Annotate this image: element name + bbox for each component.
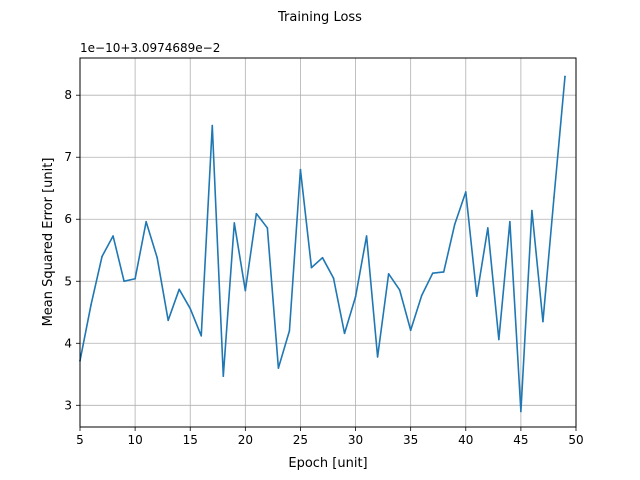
series-layer xyxy=(79,75,566,413)
loss-data-point xyxy=(299,168,302,171)
x-tick-label: 50 xyxy=(568,433,583,447)
y-tick-label: 4 xyxy=(64,336,72,350)
loss-data-point xyxy=(134,277,136,280)
x-tick-label: 10 xyxy=(127,433,142,447)
loss-data-point xyxy=(90,304,92,306)
loss-data-point xyxy=(487,227,489,229)
x-tick-label: 15 xyxy=(183,433,198,447)
loss-data-point xyxy=(531,209,533,212)
loss-data-point xyxy=(498,338,500,341)
loss-data-point xyxy=(277,367,280,369)
x-tick-label: 40 xyxy=(458,433,473,447)
loss-data-point xyxy=(409,329,412,332)
x-tick-label: 35 xyxy=(403,433,418,447)
x-tick-label: 5 xyxy=(76,433,84,447)
loss-data-point xyxy=(266,227,269,229)
loss-data-point xyxy=(222,375,225,377)
plot-frame xyxy=(79,57,577,428)
loss-data-point xyxy=(442,271,445,273)
loss-data-point xyxy=(343,332,346,335)
loss-data-point xyxy=(123,280,125,283)
loss-data-point xyxy=(156,256,158,259)
loss-data-point xyxy=(365,235,368,237)
loss-data-point xyxy=(244,289,247,292)
loss-data-point xyxy=(145,220,147,223)
loss-data-point xyxy=(542,320,544,323)
loss-data-point xyxy=(178,288,180,291)
loss-data-point xyxy=(398,289,401,291)
y-tick-label: 3 xyxy=(64,398,72,412)
loss-data-point xyxy=(112,235,114,237)
loss-data-point xyxy=(189,307,192,310)
loss-data-point xyxy=(211,124,214,127)
x-tick-label: 30 xyxy=(348,433,363,447)
loss-data-point xyxy=(233,222,236,224)
loss-data-point xyxy=(464,191,467,193)
loss-data-point xyxy=(101,255,103,258)
x-tick-label: 20 xyxy=(238,433,253,447)
loss-data-point xyxy=(453,223,456,226)
y-axis-label: Mean Squared Error [unit] xyxy=(41,158,56,327)
loss-data-point xyxy=(520,410,522,413)
y-tick-label: 7 xyxy=(64,150,72,164)
loss-data-point xyxy=(420,294,423,297)
loss-data-point xyxy=(509,220,511,223)
loss-data-point xyxy=(200,335,203,337)
y-tick-label: 5 xyxy=(64,274,72,288)
loss-data-point xyxy=(564,75,566,78)
loss-data-point xyxy=(321,256,324,259)
y-offset-text: 1e−10+3.0974689e−2 xyxy=(80,41,220,55)
loss-data-point xyxy=(354,295,357,298)
loss-data-point xyxy=(553,196,555,199)
chart-title: Training Loss xyxy=(277,10,362,25)
x-axis-label: Epoch [unit] xyxy=(288,456,367,471)
x-tick-label: 25 xyxy=(293,433,308,447)
loss-data-point xyxy=(255,212,258,215)
loss-data-point xyxy=(288,330,291,332)
loss-data-point xyxy=(376,356,379,358)
x-tick-label: 45 xyxy=(513,433,528,447)
y-tick-label: 8 xyxy=(64,88,72,102)
y-tick-label: 6 xyxy=(64,212,72,226)
loss-data-point xyxy=(387,273,390,275)
loss-data-point xyxy=(431,272,434,274)
loss-data-point xyxy=(167,319,169,322)
loss-data-point xyxy=(310,266,313,269)
loss-data-point xyxy=(332,277,335,279)
loss-data-point xyxy=(476,295,478,297)
